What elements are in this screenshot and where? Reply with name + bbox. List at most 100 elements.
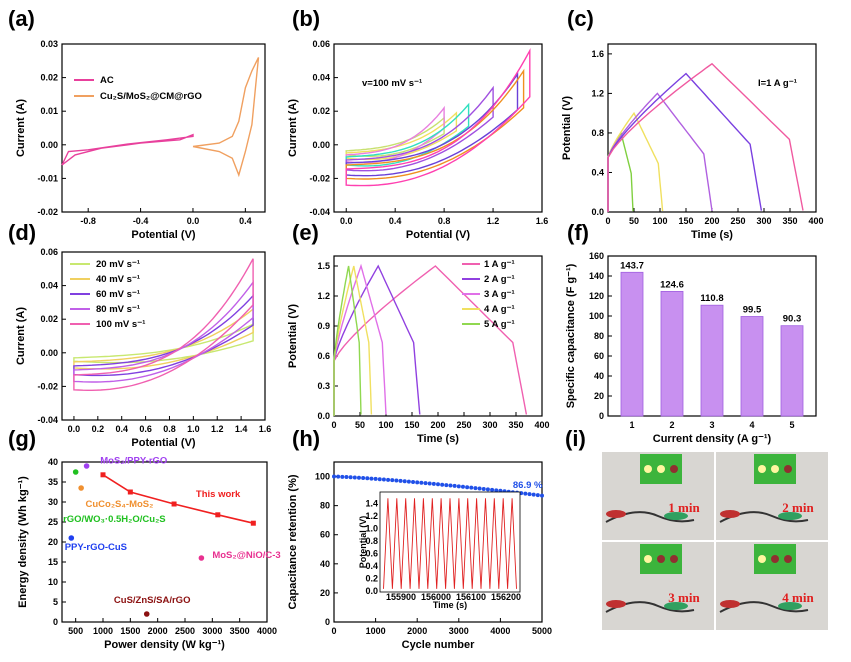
retention-point: [448, 483, 453, 488]
bar: [740, 316, 764, 417]
y-axis-label: Capacitance retention (%): [287, 474, 299, 609]
x-tick-label: 400: [534, 420, 549, 430]
x-tick-label: 50: [629, 216, 639, 226]
retention-point: [340, 474, 345, 479]
panel-label-g: (g): [8, 426, 36, 451]
x-tick-label: 300: [482, 420, 497, 430]
x-tick-label: 1000: [93, 626, 113, 636]
retention-point: [373, 476, 378, 481]
x-tick-label: 150: [404, 420, 419, 430]
y-tick-label: 0.00: [312, 140, 330, 150]
clip-red: [720, 510, 740, 518]
x-tick-label: 3: [709, 420, 714, 430]
led-lit: [771, 465, 779, 473]
x-tick-label: 0.8: [163, 424, 176, 434]
led-off: [784, 555, 792, 563]
legend-label: 3 A g⁻¹: [484, 289, 515, 300]
inset-y-label: Potential (V): [358, 516, 368, 569]
y-tick-label: 0.02: [40, 314, 58, 324]
legend-label: 5 A g⁻¹: [484, 319, 515, 330]
x-tick-label: 1.2: [487, 216, 500, 226]
panel-label-a: (a): [8, 6, 35, 31]
cv-curve: [345, 68, 525, 180]
y-tick-label: 0.0: [317, 411, 330, 421]
y-axis-label: Current (A): [15, 307, 27, 365]
legend-label: AC: [100, 75, 114, 86]
x-axis-label: Time (s): [691, 229, 733, 241]
clip-red: [606, 510, 626, 518]
inset-x-tick: 156000: [421, 592, 451, 602]
y-tick-label: 100: [589, 311, 604, 321]
bar: [660, 290, 684, 417]
led-off: [784, 465, 792, 473]
plot-frame: [333, 43, 543, 213]
legend-label: 60 mV s⁻¹: [96, 289, 140, 300]
bar-value-label: 99.5: [743, 305, 762, 316]
x-tick-label: 0.4: [115, 424, 128, 434]
gcd-curve: [333, 265, 373, 416]
led-lit: [644, 465, 652, 473]
y-tick-label: 0.04: [40, 281, 58, 291]
y-tick-label: 60: [594, 351, 604, 361]
y-tick-label: 15: [48, 557, 58, 567]
x-tick-label: 2000: [407, 626, 427, 636]
photo-caption: 4 min: [782, 590, 814, 605]
retention-point: [406, 479, 411, 484]
y-axis-label: Energy density (Wh kg⁻¹): [17, 476, 29, 608]
inset-x-label: Time (s): [433, 600, 467, 610]
inset-y-tick: 1.4: [365, 499, 378, 509]
led-off: [670, 465, 678, 473]
retention-point: [494, 488, 499, 493]
retention-point: [465, 485, 470, 490]
retention-point: [527, 492, 532, 497]
chart-6: 500 1000 1500 2000 2500 3000 3500 4000 0 5 10 15 20 2…: [17, 456, 281, 651]
x-tick-label: 1.6: [536, 216, 549, 226]
y-tick-label: 0.00: [40, 140, 58, 150]
x-tick-label: 200: [704, 216, 719, 226]
x-tick-label: 0.4: [239, 216, 252, 226]
retention-point: [436, 482, 440, 487]
cv-curve: [345, 47, 531, 187]
led-lit: [657, 465, 665, 473]
y-tick-label: 1.2: [591, 88, 604, 98]
y-axis-label: Potential (V): [287, 304, 299, 369]
retention-annotation: 86.9 %: [513, 480, 543, 491]
y-tick-label: 0.06: [312, 39, 330, 49]
x-axis-label: Cycle number: [402, 639, 475, 651]
y-tick-label: 1.2: [317, 291, 330, 301]
x-tick-label: -0.8: [80, 216, 96, 226]
bar: [780, 325, 804, 417]
clip-green: [778, 512, 802, 520]
y-tick-label: 30: [48, 497, 58, 507]
y-tick-label: 160: [589, 251, 604, 261]
retention-point: [535, 493, 540, 498]
x-tick-label: 0.2: [92, 424, 105, 434]
reference-label: PPY-rGO-CuS: [65, 542, 127, 553]
legend-label: Cu₂S/MoS₂@CM@rGO: [100, 91, 202, 102]
gcd-curve: [607, 111, 664, 212]
x-tick-label: 0.0: [187, 216, 200, 226]
retention-point: [427, 481, 432, 486]
x-tick-label: 2: [669, 420, 674, 430]
y-tick-label: 1.6: [591, 49, 604, 59]
x-tick-label: 0.0: [68, 424, 81, 434]
cv-curve: [73, 280, 254, 383]
y-tick-label: 0.00: [40, 348, 58, 358]
panel-label-i: (i): [565, 426, 586, 451]
bar-value-label: 110.8: [700, 293, 723, 304]
panel-label-d: (d): [8, 220, 36, 245]
led-lit: [758, 465, 766, 473]
inset-y-tick: 1.0: [365, 524, 378, 534]
reference-label: MoS₂/PPY-rGO: [100, 456, 167, 467]
reference-label: CuS/ZnS/SA/rGO: [114, 595, 191, 606]
this-work-point: [250, 520, 256, 526]
legend-label: 40 mV s⁻¹: [96, 274, 140, 285]
inset-x-tick: 156100: [456, 592, 486, 602]
gcd-curve: [333, 264, 421, 416]
x-axis-label: Potential (V): [131, 229, 196, 241]
x-axis-label: Potential (V): [131, 437, 196, 449]
y-tick-label: 0: [53, 617, 58, 627]
x-tick-label: 0.6: [139, 424, 152, 434]
x-tick-label: 1: [629, 420, 634, 430]
